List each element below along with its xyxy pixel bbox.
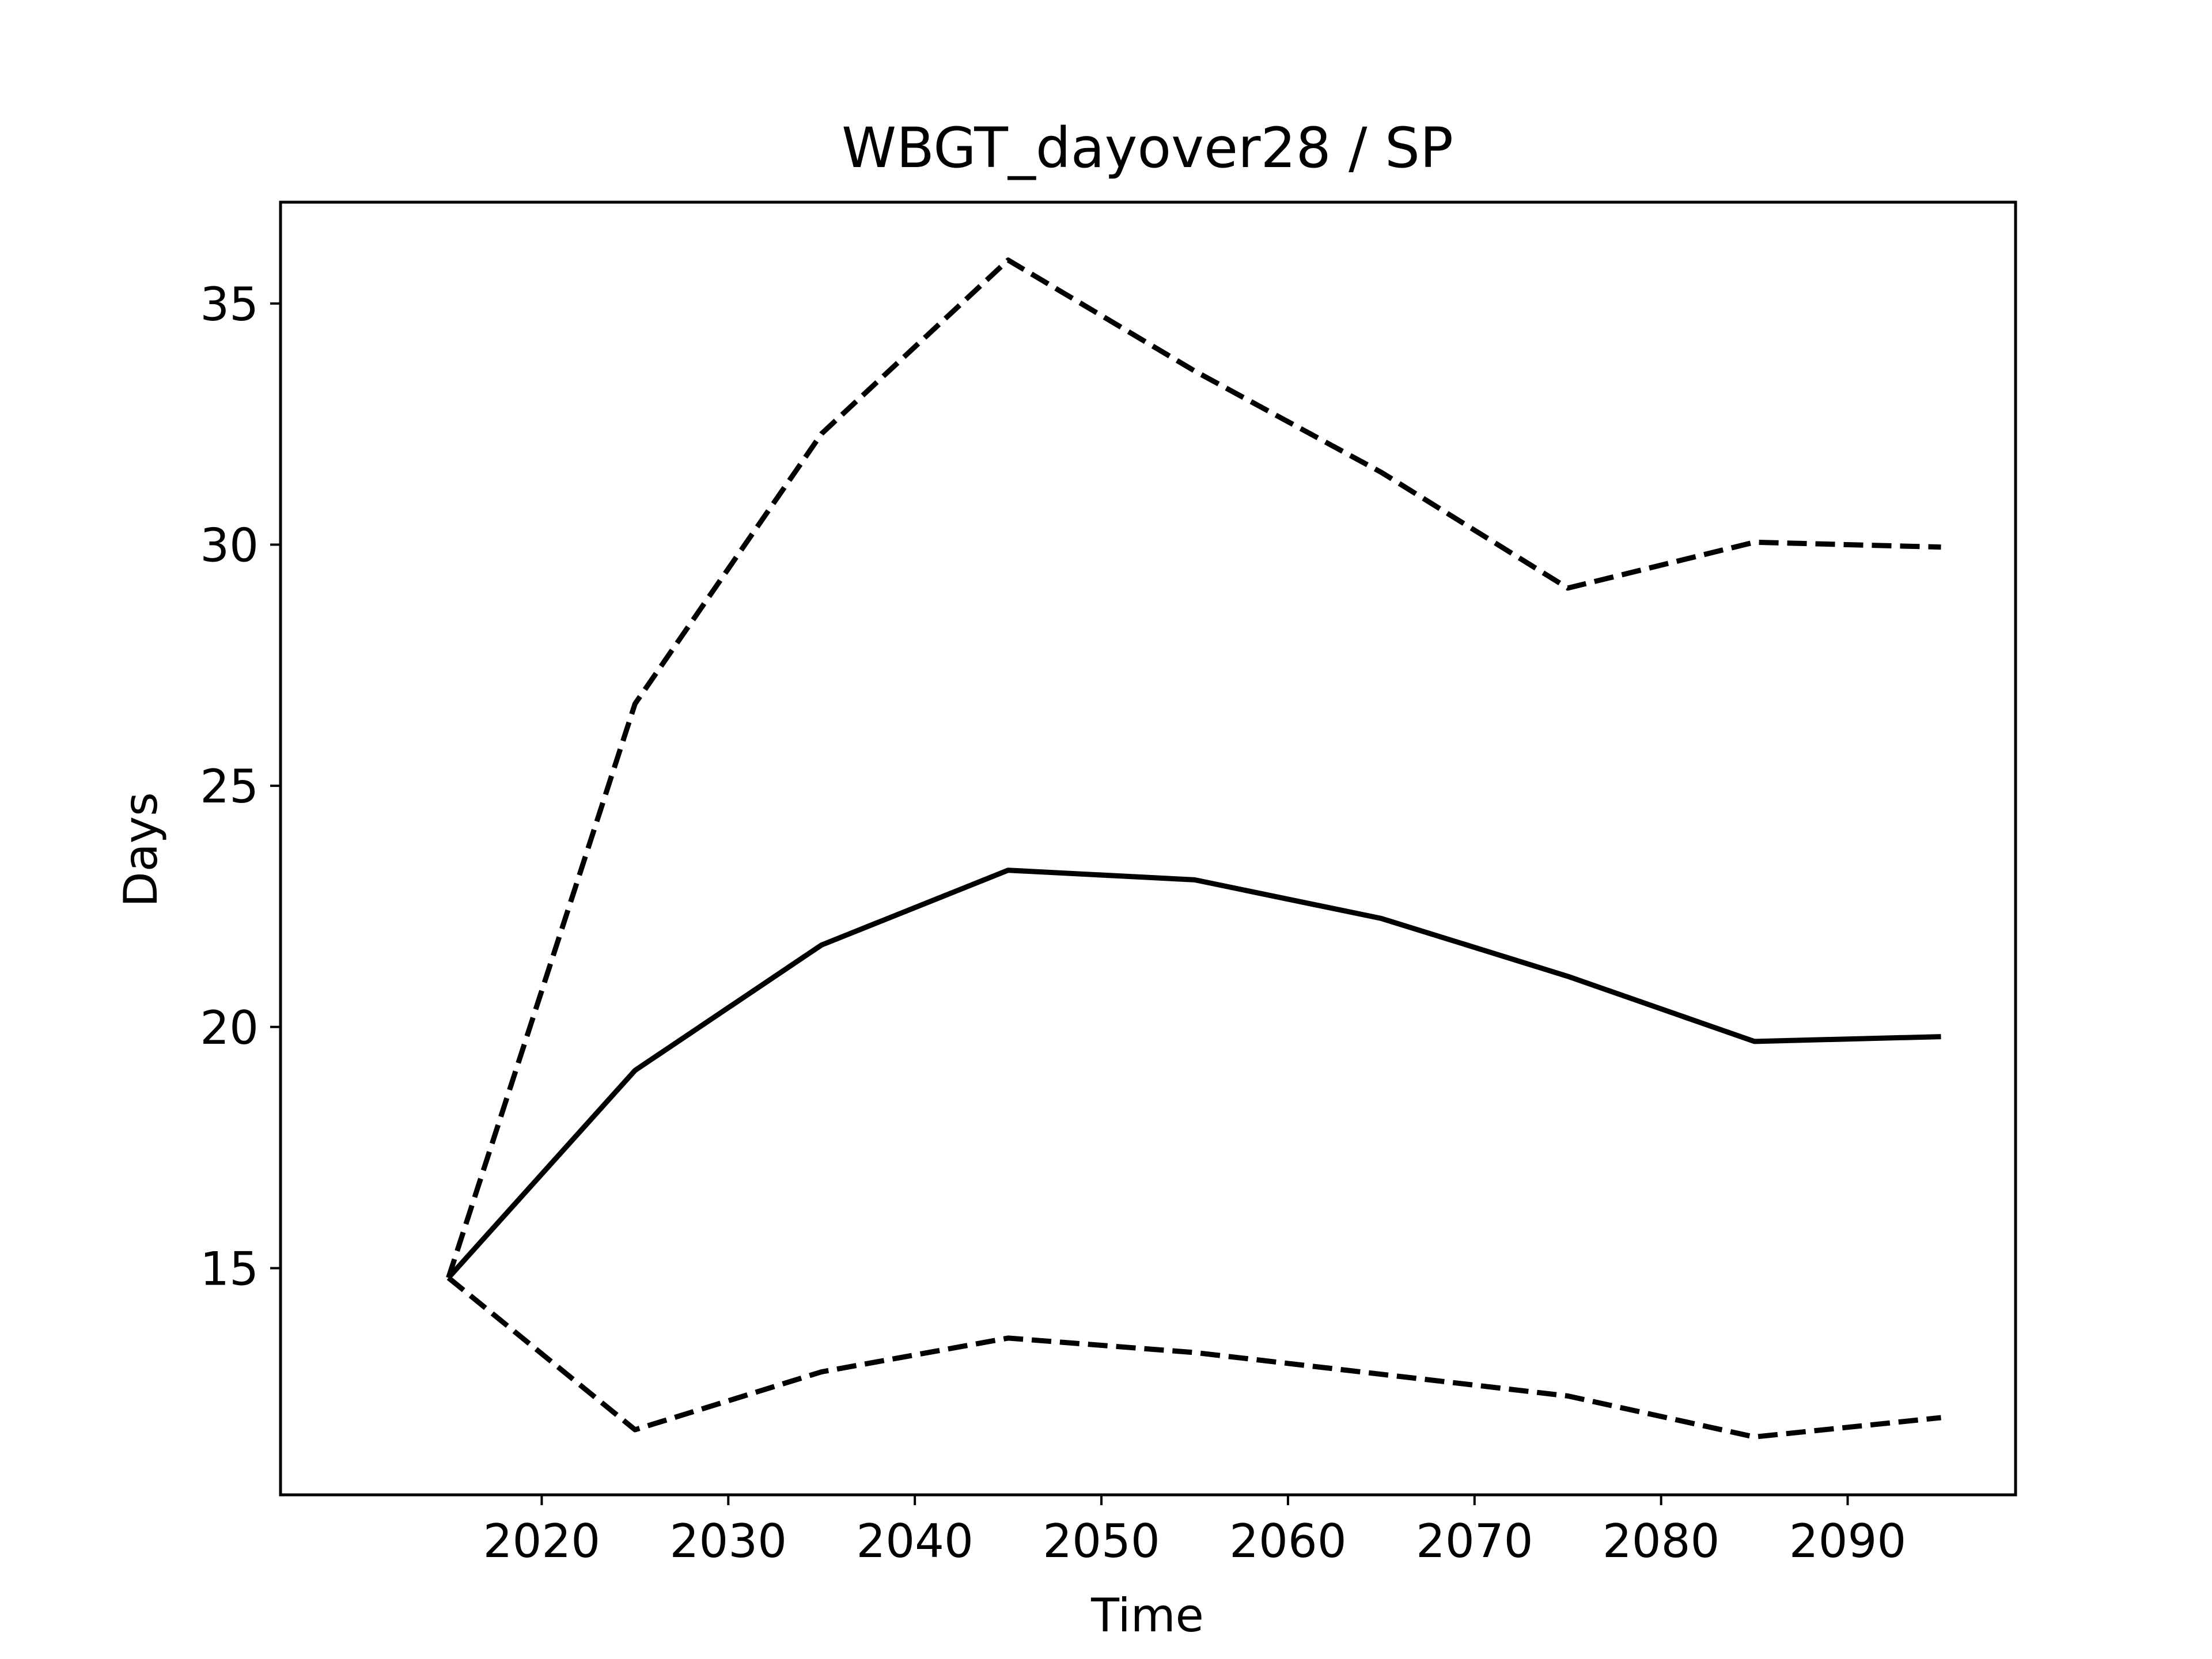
y-axis: 15 20 25 30 35 <box>200 278 281 1296</box>
plot-frame <box>279 200 2017 1497</box>
median-line <box>446 868 1941 1280</box>
y-tick-label: 20 <box>200 1001 259 1055</box>
x-tick-label: 2070 <box>1416 1514 1533 1568</box>
y-tick-label: 30 <box>200 518 259 572</box>
x-tick-label: 2080 <box>1603 1514 1720 1568</box>
upper-bound-line <box>446 257 1941 1279</box>
y-tick-label: 25 <box>200 760 259 813</box>
y-tick-label: 35 <box>200 278 259 331</box>
x-tick-label: 2060 <box>1229 1514 1347 1568</box>
y-axis-label: Days <box>114 792 168 907</box>
y-tick-label: 15 <box>200 1242 259 1296</box>
x-axis: 2020 2030 2040 2050 2060 2070 2080 2090 <box>483 1495 1907 1568</box>
x-tick-label: 2030 <box>669 1514 787 1568</box>
x-tick-label: 2020 <box>483 1514 601 1568</box>
lower-bound-line <box>446 1275 1941 1440</box>
x-tick-label: 2050 <box>1043 1514 1160 1568</box>
x-axis-label: Time <box>1090 1589 1204 1642</box>
plot-area <box>279 200 2017 1497</box>
x-tick-label: 2090 <box>1789 1514 1907 1568</box>
chart-title: WBGT_dayover28 / SP <box>842 116 1453 180</box>
x-tick-label: 2040 <box>856 1514 974 1568</box>
series-layer <box>446 257 1941 1440</box>
